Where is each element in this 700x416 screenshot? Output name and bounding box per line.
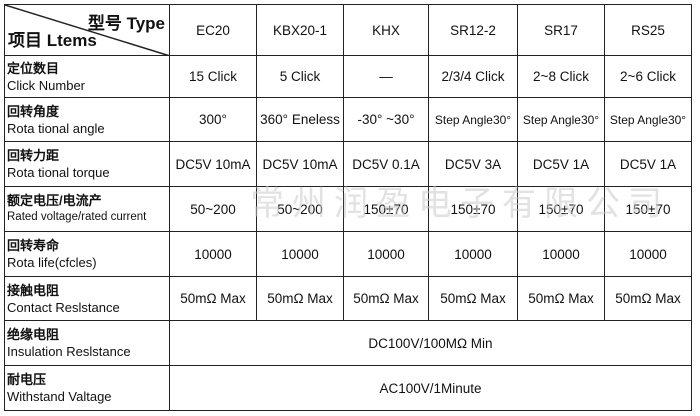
row-label: 接触电阻 Contact Reslstance: [4, 276, 170, 321]
table-row: 定位数目 Click Number 15 Click 5 Click —2/3/4 C…: [4, 55, 692, 98]
cell: -30° ~30°: [343, 97, 429, 142]
label-zh: 接触电阻: [7, 282, 60, 298]
cell: —: [343, 55, 429, 98]
cell: 2/3/4 Click: [428, 55, 518, 98]
merged-cell: AC100V/1Minute: [169, 365, 692, 411]
cell: 50mΩ Max: [428, 276, 518, 321]
cell: Step Angle30°: [517, 97, 605, 142]
cell: 50mΩ Max: [169, 276, 257, 321]
cell: 10000: [343, 231, 429, 277]
model-header: RS25: [604, 4, 692, 56]
label-zh: 额定电压/电流产: [7, 193, 102, 208]
row-label: 绝缘电阻 Insulation Reslstance: [4, 320, 170, 366]
cell: 150±70: [517, 186, 605, 232]
model-header: SR17: [517, 4, 605, 56]
cell: Step Angle30°: [604, 97, 692, 142]
spec-table: 型号 Type 项目 Ltems EC20 KBX20-1 KHX SR12-2…: [4, 4, 692, 411]
type-label: 型号 Type: [87, 14, 165, 33]
cell: 50mΩ Max: [604, 276, 692, 321]
cell: 5 Click: [256, 55, 344, 98]
cell: DC5V 10mA: [256, 141, 344, 187]
items-label: 项目 Ltems: [8, 31, 97, 50]
model-header: KHX: [343, 4, 429, 56]
label-zh: 回转力距: [7, 148, 60, 163]
cell: 2~8 Click: [517, 55, 605, 98]
cell: 2~6 Click: [604, 55, 692, 98]
table-row: 绝缘电阻 Insulation Reslstance DC100V/100MΩ M…: [4, 320, 692, 366]
cell: DC5V 3A: [428, 141, 518, 187]
table-row: 接触电阻 Contact Reslstance 50mΩ Max 50mΩ Max 5…: [4, 276, 692, 321]
table-row: 耐电压 Withstand Valtage AC100V/1Minute: [4, 365, 692, 411]
cell: 150±70: [428, 186, 518, 232]
cell: 10000: [604, 231, 692, 277]
cell: 10000: [169, 231, 257, 277]
row-label: 额定电压/电流产 Rated voltage/rated current: [4, 186, 170, 232]
model-header: SR12-2: [428, 4, 518, 56]
cell: 50mΩ Max: [256, 276, 344, 321]
cell: DC5V 10mA: [169, 141, 257, 187]
label-zh: 回转寿命: [7, 238, 60, 253]
row-label: 耐电压 Withstand Valtage: [4, 365, 170, 411]
model-header: EC20: [169, 4, 257, 56]
label-en: Rota life(cfcles): [7, 255, 97, 270]
label-en: Rated voltage/rated current: [7, 211, 147, 223]
cell: 360° Eneless: [256, 97, 344, 142]
cell: 50~200: [169, 186, 257, 232]
header-corner: 型号 Type 项目 Ltems: [4, 4, 170, 56]
cell: 300°: [169, 97, 257, 142]
cell: 10000: [517, 231, 605, 277]
table-row: 回转力距 Rota tional torque DC5V 10mA DC5V 10m…: [4, 141, 692, 187]
cell: 10000: [428, 231, 518, 277]
cell: DC5V 1A: [604, 141, 692, 187]
cell: 50mΩ Max: [517, 276, 605, 321]
row-label: 回转力距 Rota tional torque: [4, 141, 170, 187]
cell: 15 Click: [169, 55, 257, 98]
label-en: Contact Reslstance: [7, 299, 120, 315]
label-en: Rota tional torque: [7, 165, 110, 180]
table-row: 回转角度 Rota tional angle 300° 360° Eneless -3…: [4, 97, 692, 142]
table-row: 回转寿命 Rota life(cfcles) 10000 10000 10000 100…: [4, 231, 692, 277]
row-label: 定位数目 Click Number: [4, 55, 170, 98]
label-zh: 耐电压: [7, 372, 47, 387]
cell: DC5V 0.1A: [343, 141, 429, 187]
label-zh: 绝缘电阻: [7, 327, 60, 342]
diagonal-line: [5, 5, 168, 55]
merged-cell: DC100V/100MΩ Min: [169, 320, 692, 366]
cell: 10000: [256, 231, 344, 277]
row-label: 回转角度 Rota tional angle: [4, 97, 170, 142]
label-en: Insulation Reslstance: [7, 344, 131, 359]
cell: DC5V 1A: [517, 141, 605, 187]
label-en: Withstand Valtage: [7, 389, 112, 404]
cell: 150±70: [604, 186, 692, 232]
label-zh: 定位数目: [7, 60, 60, 76]
label-en: Rota tional angle: [7, 120, 105, 136]
header-row: 型号 Type 项目 Ltems EC20 KBX20-1 KHX SR12-2…: [4, 4, 692, 56]
cell: 150±70: [343, 186, 429, 232]
label-en: Click Number: [7, 77, 86, 93]
cell: 50~200: [256, 186, 344, 232]
cell: Step Angle30°: [428, 97, 518, 142]
table-row: 额定电压/电流产 Rated voltage/rated current 50~2…: [4, 186, 692, 232]
label-zh: 回转角度: [7, 103, 60, 119]
model-header: KBX20-1: [256, 4, 344, 56]
row-label: 回转寿命 Rota life(cfcles): [4, 231, 170, 277]
cell: 50mΩ Max: [343, 276, 429, 321]
